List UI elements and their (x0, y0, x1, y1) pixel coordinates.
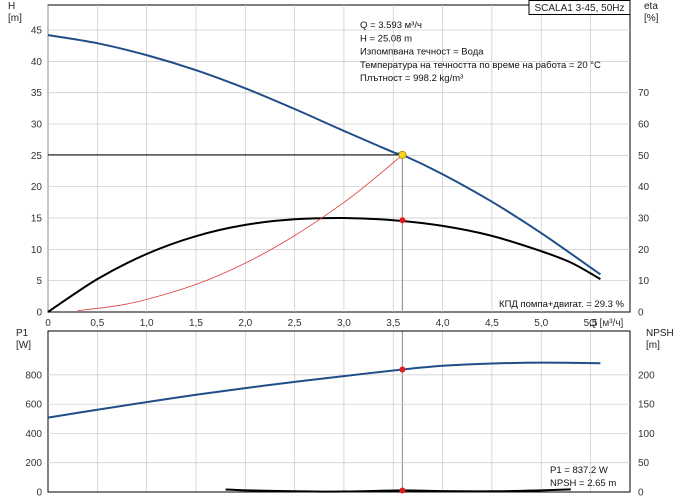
x-tick-label: 1,0 (140, 318, 154, 329)
info-line: Плътност = 998.2 kg/m³ (360, 73, 463, 84)
x-tick-label: 4,5 (485, 318, 499, 329)
y-tick-label-left: 10 (31, 245, 43, 256)
y-tick-label-left: 800 (25, 370, 42, 381)
x-tick-label: 4,0 (436, 318, 450, 329)
x-tick-label: 0,5 (90, 318, 104, 329)
efficiency-label: КПД помпа+двигат. = 29.3 % (499, 299, 624, 310)
x-tick-label: 5,0 (534, 318, 548, 329)
efficiency-point-marker (399, 217, 406, 224)
y-tick-label-left: 0 (36, 308, 42, 319)
info-line: Температура на течността по време на раб… (360, 60, 601, 71)
plot-area-top (47, 4, 631, 313)
info-line: Q = 3.593 м³/ч (360, 20, 422, 31)
y-axis-label-left: H [m] (8, 1, 22, 24)
head-efficiency-panel: 0 0,5 1,0 1,5 2,0 2,5 3,0 3,5 4,0 4,5 5,0 5,5 0 5 10 15… (8, 0, 659, 329)
info-line: NPSH = 2.65 m (550, 478, 616, 489)
x-tick-label: 0 (45, 318, 51, 329)
y-tick-label-left: 20 (31, 182, 43, 193)
y-tick-label-left: 40 (31, 57, 43, 68)
curve-eta (47, 216, 601, 313)
y-tick-label-right: 0 (638, 488, 644, 499)
y-tick-label-right: 150 (638, 400, 655, 411)
y-tick-label-left: 5 (36, 276, 42, 287)
y-tick-label-left: 400 (25, 429, 42, 440)
npsh-point-marker (399, 487, 406, 494)
y-tick-label-right: 70 (638, 88, 650, 99)
y-tick-label-right: 50 (638, 151, 650, 162)
curve-h (47, 34, 601, 276)
y-tick-label-left: 45 (31, 26, 43, 37)
x-tick-label: 3,0 (337, 318, 351, 329)
y-axis-label-left: P1 [W] (16, 328, 31, 351)
x-tick-label: 2,5 (288, 318, 302, 329)
y-axis-label-right: NPSH [m] (646, 328, 674, 351)
info-line: P1 = 837.2 W (550, 465, 608, 476)
y-tick-label-right: 10 (638, 276, 650, 287)
y-tick-label-left: 35 (31, 88, 43, 99)
y-axis-label-right: eta [%] (644, 1, 659, 24)
x-tick-label: 3,5 (386, 318, 400, 329)
title-box (528, 0, 631, 15)
chart-title: SCALA1 3-45, 50Hz (534, 3, 624, 14)
y-tick-label-left: 600 (25, 400, 42, 411)
x-tick-label: 5,5 (584, 318, 598, 329)
power-npsh-panel: 0 200 400 600 800 0 50 100 150 200 P1 [W] NPSH [m] P1 … (16, 328, 674, 499)
x-axis-label: Q [м³/ч] (589, 318, 624, 329)
curve-npsh (225, 488, 571, 493)
p1-point-marker (399, 366, 406, 373)
y-tick-label-right: 100 (638, 429, 655, 440)
curve-p1 (47, 361, 601, 419)
y-tick-label-right: 60 (638, 120, 650, 131)
y-tick-label-left: 200 (25, 458, 42, 469)
x-tick-label: 1,5 (189, 318, 203, 329)
y-tick-label-left: 25 (31, 151, 43, 162)
y-tick-label-left: 30 (31, 120, 43, 131)
y-tick-label-right: 200 (638, 370, 655, 381)
info-line: Изпомпвана течност = Вода (360, 47, 484, 58)
y-tick-label-left: 0 (36, 488, 42, 499)
y-tick-label-right: 0 (638, 308, 644, 319)
y-tick-label-right: 50 (638, 458, 650, 469)
duty-point-marker (398, 150, 407, 159)
y-tick-label-right: 30 (638, 214, 650, 225)
plot-area-bottom (47, 330, 631, 493)
y-tick-label-left: 15 (31, 214, 43, 225)
y-tick-label-right: 40 (638, 182, 650, 193)
info-line: H = 25.08 m (360, 33, 412, 44)
curve-system (77, 154, 403, 312)
x-tick-label: 2,0 (238, 318, 252, 329)
y-tick-label-right: 20 (638, 245, 650, 256)
